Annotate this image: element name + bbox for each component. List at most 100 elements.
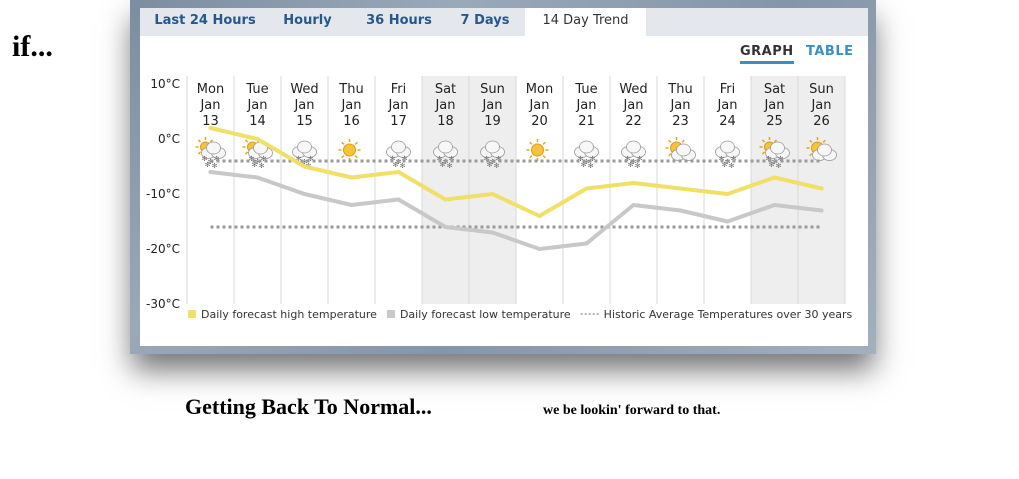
- svg-text:✻: ✻: [635, 162, 641, 170]
- month-label: Jan: [622, 98, 643, 113]
- snow-cloud-icon: ✻✻✻✻✻: [574, 140, 599, 170]
- svg-text:✻: ✻: [729, 162, 735, 170]
- date-label: 14: [249, 114, 266, 129]
- svg-text:✻: ✻: [205, 161, 211, 169]
- date-label: 21: [578, 114, 595, 129]
- svg-text:✻: ✻: [437, 155, 443, 163]
- day-of-week-label: Tue: [574, 82, 597, 97]
- svg-text:✻: ✻: [212, 162, 218, 170]
- tab-36-hours[interactable]: 36 Hours: [366, 13, 432, 28]
- caption-looking-forward: we be lookin' forward to that.: [543, 403, 721, 418]
- weekend-column: [469, 76, 516, 304]
- high-temperature-point: [443, 197, 448, 202]
- svg-text:✻: ✻: [487, 161, 493, 169]
- day-of-week-label: Wed: [619, 82, 647, 97]
- svg-text:✻: ✻: [308, 155, 314, 163]
- y-tick-label: -20°C: [146, 242, 180, 256]
- svg-text:✻: ✻: [731, 155, 737, 163]
- svg-text:✻: ✻: [719, 155, 725, 163]
- legend-label-low: Daily forecast low temperature: [400, 308, 571, 321]
- date-label: 20: [531, 114, 548, 129]
- table-toggle[interactable]: TABLE: [806, 44, 854, 59]
- svg-text:✻: ✻: [584, 158, 590, 166]
- snow-cloud-icon: ✻✻✻✻✻: [715, 140, 740, 170]
- svg-text:✻: ✻: [484, 155, 490, 163]
- low-temperature-point: [631, 203, 636, 207]
- svg-text:✻: ✻: [440, 161, 446, 169]
- svg-text:✻: ✻: [252, 161, 258, 169]
- svg-text:✻: ✻: [400, 162, 406, 170]
- day-of-week-label: Mon: [526, 82, 553, 97]
- snow-cloud-icon: ✻✻✻✻✻: [480, 140, 505, 170]
- tab-14-day-trend[interactable]: 14 Day Trend: [525, 8, 646, 36]
- svg-text:✻: ✻: [581, 161, 587, 169]
- low-temperature-point: [584, 241, 589, 246]
- svg-text:✻: ✻: [766, 155, 772, 163]
- month-label: Jan: [340, 98, 361, 113]
- day-column: [375, 76, 422, 304]
- day-column: [610, 76, 657, 304]
- day-of-week-label: Fri: [391, 82, 407, 97]
- day-of-week-label: Sun: [480, 82, 505, 97]
- day-of-week-label: Thu: [338, 82, 363, 97]
- day-of-week-label: Sat: [435, 82, 456, 97]
- sun-cloud-icon: [806, 137, 837, 161]
- svg-text:✻: ✻: [393, 161, 399, 169]
- y-tick-label: -30°C: [146, 297, 180, 311]
- low-temperature-point: [443, 225, 448, 229]
- svg-text:✻: ✻: [249, 155, 255, 163]
- month-label: Jan: [810, 98, 831, 113]
- high-temperature-point: [772, 175, 777, 180]
- graph-toggle[interactable]: GRAPH: [740, 44, 794, 64]
- intro-text: if...: [12, 30, 53, 63]
- date-label: 16: [343, 114, 360, 129]
- day-of-week-label: Wed: [290, 82, 318, 97]
- month-label: Jan: [481, 98, 502, 113]
- date-label: 25: [766, 114, 783, 129]
- high-temperature-point: [537, 214, 542, 218]
- day-of-week-label: Sat: [764, 82, 785, 97]
- svg-text:✻: ✻: [390, 155, 396, 163]
- svg-text:✻: ✻: [202, 155, 208, 163]
- svg-text:✻: ✻: [628, 161, 634, 169]
- svg-text:✻: ✻: [776, 162, 782, 170]
- svg-text:✻: ✻: [302, 158, 308, 166]
- date-label: 13: [202, 114, 219, 129]
- sun-icon: [526, 139, 549, 161]
- legend-label-historic: Historic Average Temperatures over 30 ye…: [604, 308, 853, 321]
- low-temperature-point: [490, 230, 495, 235]
- tab-hourly[interactable]: Hourly: [283, 13, 332, 28]
- sun-cloud-icon: [665, 137, 696, 161]
- svg-text:✻: ✻: [296, 155, 302, 163]
- svg-text:✻: ✻: [590, 155, 596, 163]
- low-temperature-line: [208, 170, 824, 251]
- month-label: Jan: [387, 98, 408, 113]
- tab-last-24-hours[interactable]: Last 24 Hours: [154, 13, 256, 28]
- month-label: Jan: [246, 98, 267, 113]
- svg-text:✻: ✻: [778, 155, 784, 163]
- high-temperature-point: [490, 192, 495, 196]
- day-column: [187, 76, 234, 304]
- tab-bar: Last 24 Hours Hourly 36 Hours 7 Days 14 …: [140, 8, 868, 36]
- date-label: 24: [719, 114, 736, 129]
- tab-7-days[interactable]: 7 Days: [460, 13, 510, 28]
- day-of-week-label: Mon: [197, 82, 224, 97]
- date-label: 19: [484, 114, 501, 129]
- date-label: 17: [390, 114, 407, 129]
- day-column: [234, 76, 281, 304]
- svg-text:✻: ✻: [214, 155, 220, 163]
- date-label: 22: [625, 114, 642, 129]
- svg-text:✻: ✻: [631, 158, 637, 166]
- low-temperature-point: [396, 197, 401, 202]
- day-column: [516, 76, 563, 304]
- low-temperature-point: [349, 203, 354, 207]
- snow-cloud-icon: ✻✻✻✻✻: [621, 140, 646, 170]
- month-label: Jan: [199, 98, 220, 113]
- y-tick-label: -10°C: [146, 187, 180, 201]
- high-temperature-point: [584, 186, 589, 191]
- snow-sun-icon: ✻✻✻✻✻: [195, 137, 226, 170]
- svg-text:✻: ✻: [769, 161, 775, 169]
- y-tick-label: 0°C: [158, 132, 180, 146]
- month-label: Jan: [669, 98, 690, 113]
- date-label: 18: [437, 114, 454, 129]
